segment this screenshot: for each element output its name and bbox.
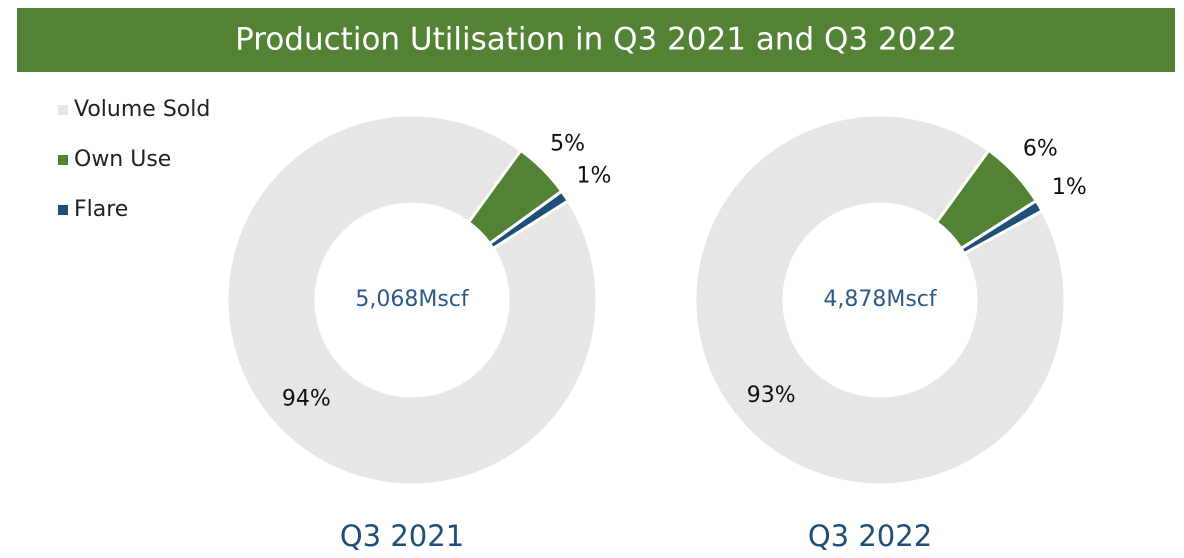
legend-label: Own Use — [74, 147, 171, 172]
chart-caption: Q3 2021 — [340, 519, 464, 553]
center-label: 4,878Mscf — [823, 287, 938, 312]
donut-slice — [225, 113, 599, 487]
data-label: 5% — [550, 131, 585, 156]
chart-caption: Q3 2022 — [808, 519, 932, 553]
legend-swatch — [58, 105, 68, 115]
legend-label: Flare — [74, 197, 128, 222]
data-label: 1% — [577, 163, 612, 188]
legend-swatch — [58, 155, 68, 165]
data-label: 93% — [747, 383, 796, 408]
legend-swatch — [58, 205, 68, 215]
center-label: 5,068Mscf — [355, 287, 470, 312]
data-label: 94% — [282, 386, 331, 411]
legend-label: Volume Sold — [74, 97, 210, 122]
donut-slice — [693, 113, 1067, 487]
title: Production Utilisation in Q3 2021 and Q3… — [235, 22, 957, 58]
data-label: 6% — [1023, 136, 1058, 161]
title-banner — [17, 8, 1175, 72]
data-label: 1% — [1052, 175, 1087, 200]
